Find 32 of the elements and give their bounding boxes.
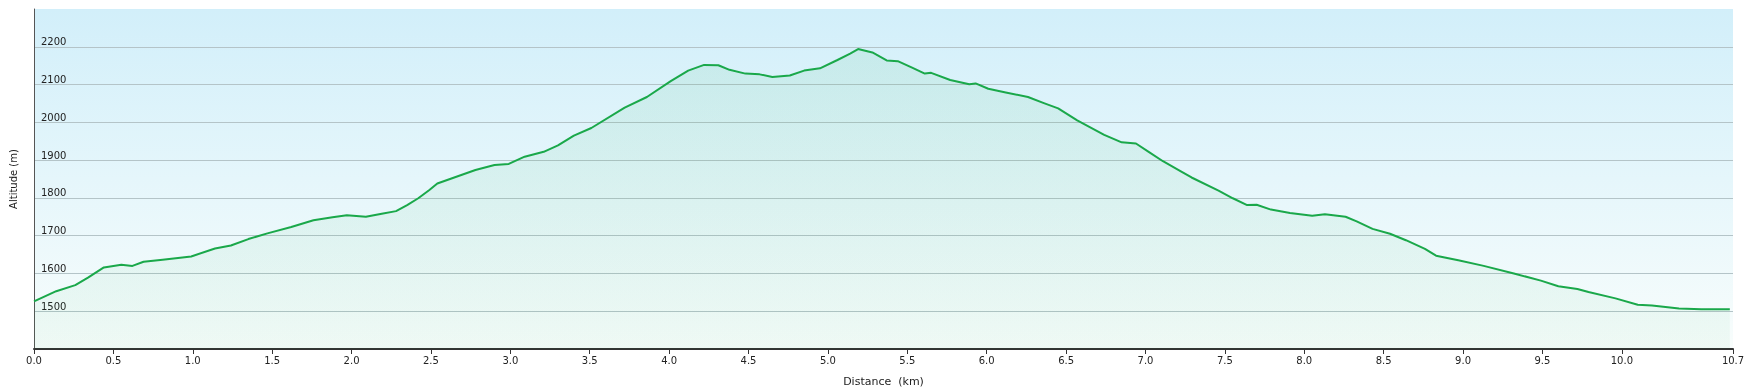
x-tick-label: 8.0 bbox=[1296, 354, 1313, 366]
x-tick-label: 8.5 bbox=[1375, 354, 1392, 366]
y-tick-label: 1900 bbox=[41, 149, 67, 161]
y-tick-label: 2200 bbox=[41, 36, 67, 48]
y-tick-label: 1600 bbox=[41, 262, 67, 274]
x-tick-label: 5.0 bbox=[819, 354, 836, 366]
x-tick-label: 9.0 bbox=[1455, 354, 1472, 366]
x-tick-label: 1.0 bbox=[184, 354, 201, 366]
x-tick-label: 7.5 bbox=[1216, 354, 1233, 366]
y-tick-label: 2000 bbox=[41, 111, 67, 123]
y-tick-label: 1500 bbox=[41, 300, 67, 312]
x-tick-label: 10.7 bbox=[1721, 354, 1745, 366]
x-tick-label: 0.0 bbox=[26, 354, 42, 366]
x-tick-label: 2.0 bbox=[343, 354, 360, 366]
x-tick-label: 7.0 bbox=[1137, 354, 1154, 366]
x-axis-title: Distance (km) bbox=[843, 375, 924, 388]
y-tick-label: 1700 bbox=[41, 225, 67, 237]
x-tick-label: 5.5 bbox=[899, 354, 916, 366]
x-tick-label: 9.5 bbox=[1534, 354, 1551, 366]
y-tick-label: 2100 bbox=[41, 74, 67, 86]
x-tick-label: 3.0 bbox=[502, 354, 519, 366]
x-tick-label: 10.0 bbox=[1610, 354, 1633, 366]
y-tick-label: 1800 bbox=[41, 187, 67, 199]
x-tick-label: 0.5 bbox=[105, 354, 122, 366]
x-tick-label: 4.5 bbox=[740, 354, 757, 366]
x-tick-label: 2.5 bbox=[423, 354, 439, 366]
x-tick-label: 6.5 bbox=[1058, 354, 1075, 366]
x-tick-label: 1.5 bbox=[264, 354, 281, 366]
x-tick-label: 4.0 bbox=[661, 354, 678, 366]
y-axis-title: Altitude (m) bbox=[7, 149, 19, 209]
x-tick-label: 3.5 bbox=[581, 354, 598, 366]
x-tick-label: 6.0 bbox=[978, 354, 995, 366]
